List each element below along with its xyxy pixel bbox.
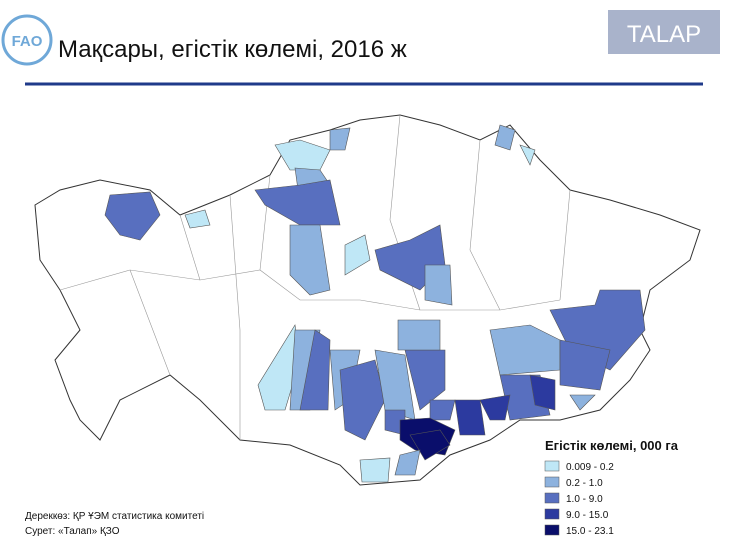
legend-label: 0.009 - 0.2 bbox=[566, 462, 614, 473]
legend-label: 15.0 - 23.1 bbox=[566, 526, 614, 537]
badge-text: TALAP bbox=[627, 21, 701, 48]
district bbox=[397, 319, 441, 351]
badge-box bbox=[608, 10, 720, 54]
legend-swatch bbox=[544, 508, 560, 520]
legend-label: 0.2 - 1.0 bbox=[566, 478, 603, 489]
shaded-districts bbox=[104, 124, 646, 483]
logo-ring bbox=[1, 14, 53, 66]
legend-swatch bbox=[544, 492, 560, 504]
legend-label: 1.0 - 9.0 bbox=[566, 494, 603, 505]
district bbox=[559, 339, 611, 391]
district bbox=[299, 329, 331, 411]
source-note: Дереккөз: ҚР ҰЭМ статистика комитеті bbox=[25, 511, 204, 522]
legend-swatch bbox=[544, 460, 560, 472]
district bbox=[529, 374, 556, 411]
credit-note: Сурет: «Талап» ҚЗО bbox=[25, 526, 120, 537]
district bbox=[339, 359, 386, 441]
district bbox=[344, 234, 371, 276]
legend-title: Егістік көлемі, 000 га bbox=[545, 438, 679, 453]
legend-swatch bbox=[544, 524, 560, 536]
district bbox=[184, 209, 211, 229]
logo-text: FAO bbox=[12, 33, 43, 50]
district bbox=[359, 457, 391, 483]
district bbox=[329, 127, 351, 151]
legend: Егістік көлемі, 000 га 0.009 - 0.2 0.2 - … bbox=[544, 438, 679, 537]
district bbox=[494, 124, 516, 151]
district bbox=[429, 399, 456, 421]
district bbox=[454, 399, 486, 436]
legend-label: 9.0 - 15.0 bbox=[566, 510, 609, 521]
title: Мақсары, егістік көлемі, 2016 ж bbox=[58, 36, 407, 63]
district bbox=[254, 179, 341, 226]
district bbox=[479, 394, 511, 421]
district bbox=[394, 449, 421, 476]
district bbox=[409, 429, 451, 461]
district bbox=[289, 224, 331, 296]
district bbox=[274, 139, 331, 171]
district bbox=[569, 394, 596, 411]
district bbox=[519, 144, 536, 166]
district bbox=[424, 264, 453, 306]
legend-swatch bbox=[544, 476, 560, 488]
district-borders bbox=[59, 114, 571, 440]
district bbox=[104, 191, 161, 241]
map bbox=[34, 114, 701, 486]
